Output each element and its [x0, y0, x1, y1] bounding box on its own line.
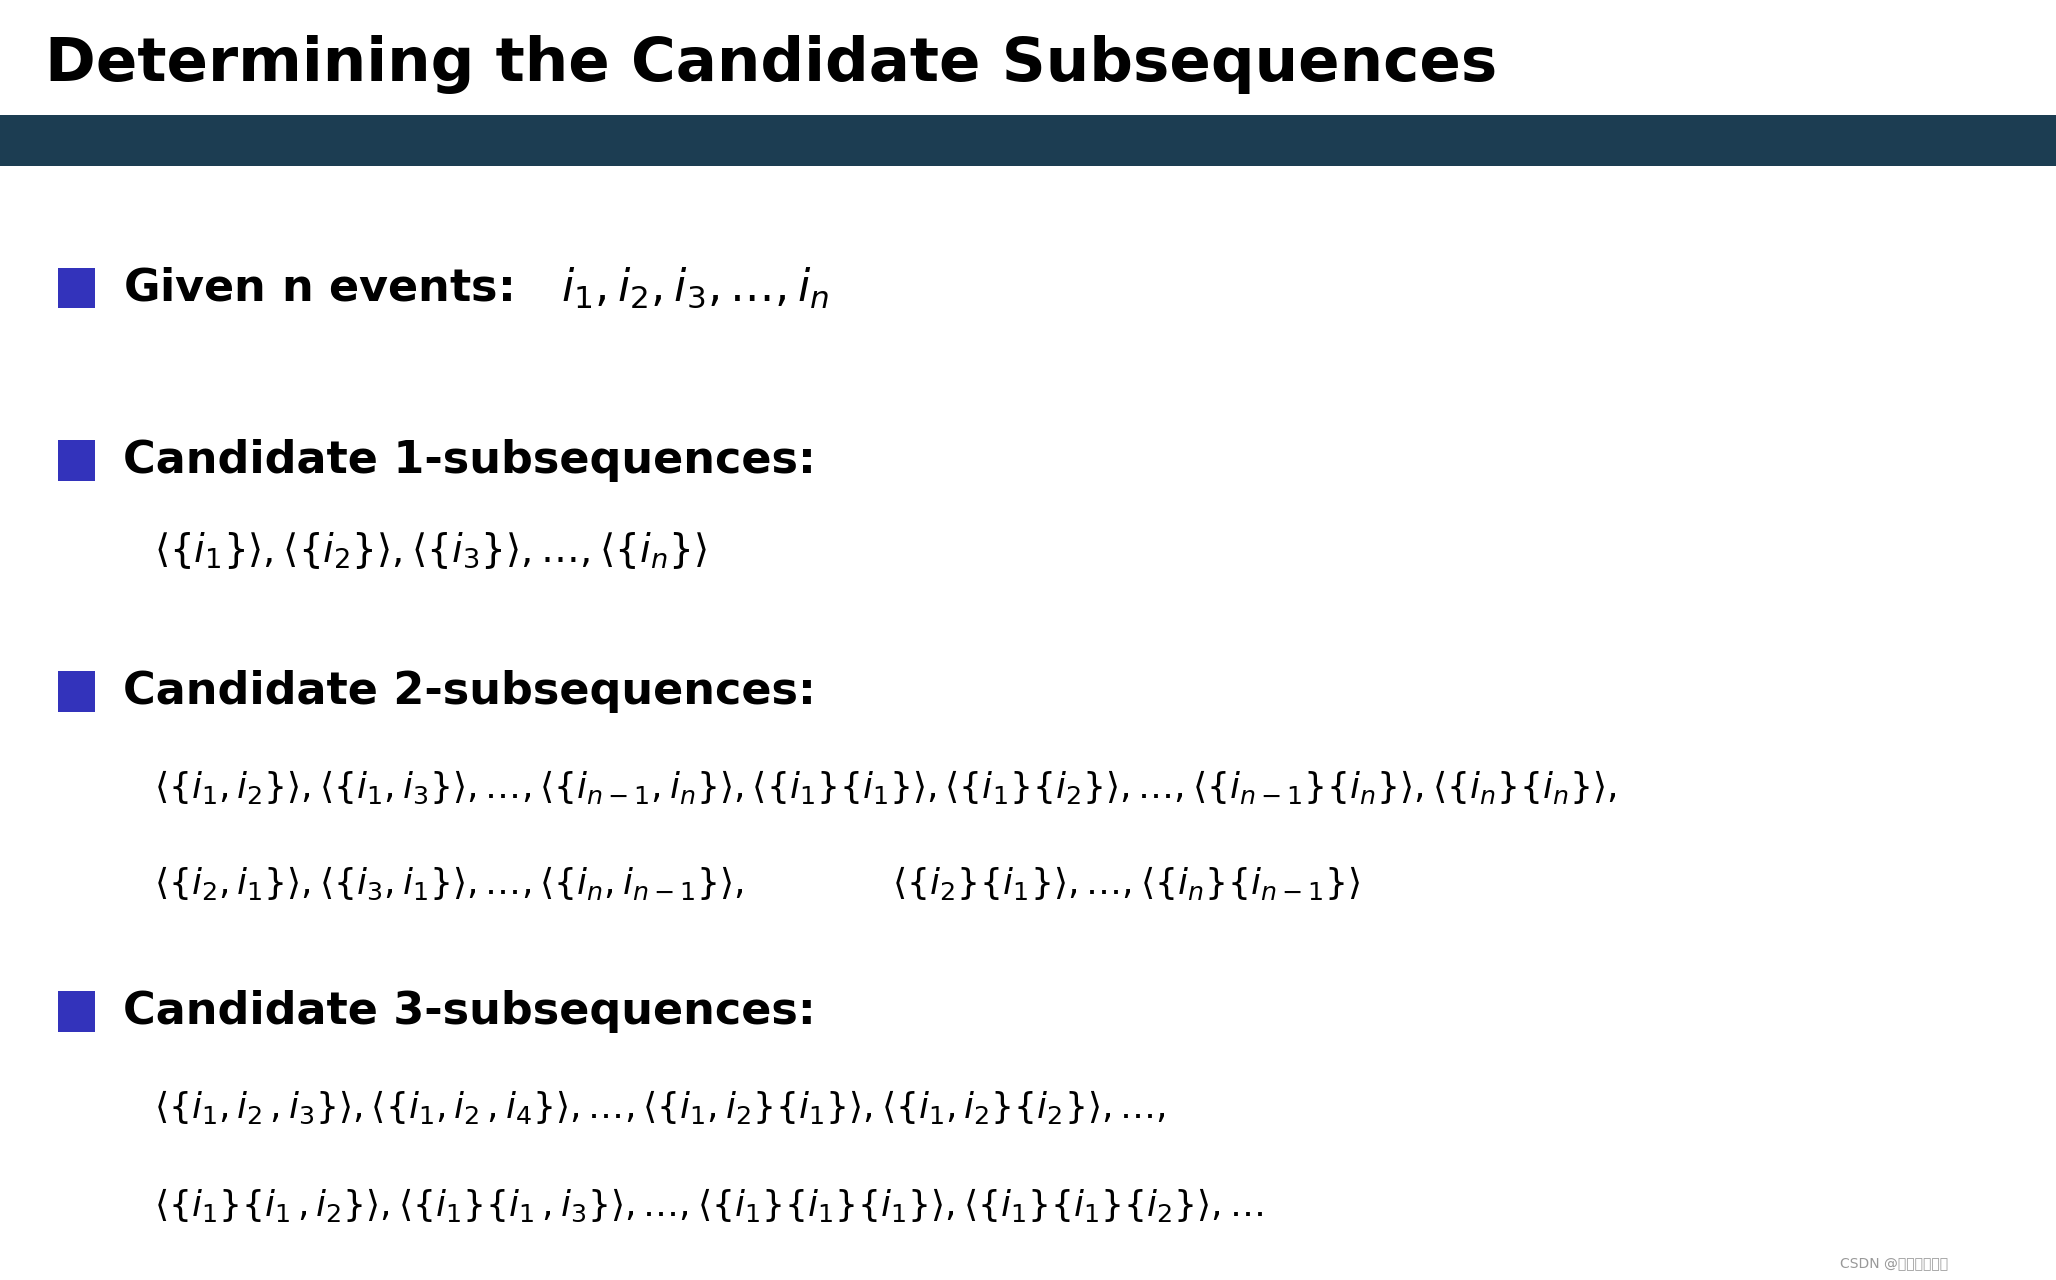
- Text: Candidate 3-subsequences:: Candidate 3-subsequences:: [123, 989, 816, 1033]
- Text: $\langle\{i_1\}\{i_1\,,i_2\}\rangle, \langle\{i_1\}\{i_1\,,i_3\}\rangle, \ldots,: $\langle\{i_1\}\{i_1\,,i_2\}\rangle, \la…: [154, 1187, 1264, 1225]
- FancyBboxPatch shape: [58, 440, 95, 481]
- Text: Candidate 2-subsequences:: Candidate 2-subsequences:: [123, 669, 816, 713]
- Text: Determining the Candidate Subsequences: Determining the Candidate Subsequences: [45, 35, 1497, 93]
- Text: CSDN @白小负努力啊: CSDN @白小负努力啊: [1840, 1256, 1949, 1270]
- Text: $\langle\{i_2, i_1\}\rangle, \langle\{i_3, i_1\}\rangle, \ldots, \langle\{i_n,i_: $\langle\{i_2, i_1\}\rangle, \langle\{i_…: [154, 864, 1361, 902]
- FancyBboxPatch shape: [0, 0, 2056, 128]
- Text: Given n events:   $i_1, i_2, i_3, \ldots, i_n$: Given n events: $i_1, i_2, i_3, \ldots, …: [123, 266, 831, 310]
- Text: $\langle\{i_1, i_2\}\rangle, \langle\{i_1, i_3\}\rangle, \ldots, \langle\{i_{n-1: $\langle\{i_1, i_2\}\rangle, \langle\{i_…: [154, 768, 1616, 806]
- Text: $\langle\{i_1, i_2\,,i_3\}\rangle, \langle\{i_1, i_2\,,i_4\}\rangle, \ldots, \la: $\langle\{i_1, i_2\,,i_3\}\rangle, \lang…: [154, 1088, 1166, 1126]
- Text: Candidate 1-subsequences:: Candidate 1-subsequences:: [123, 439, 816, 483]
- FancyBboxPatch shape: [58, 268, 95, 308]
- Text: $\langle\{i_1\}\rangle, \langle\{i_2\}\rangle, \langle\{i_3\}\rangle, \ldots, \l: $\langle\{i_1\}\rangle, \langle\{i_2\}\r…: [154, 530, 707, 571]
- FancyBboxPatch shape: [58, 671, 95, 712]
- FancyBboxPatch shape: [0, 115, 2056, 166]
- FancyBboxPatch shape: [58, 991, 95, 1032]
